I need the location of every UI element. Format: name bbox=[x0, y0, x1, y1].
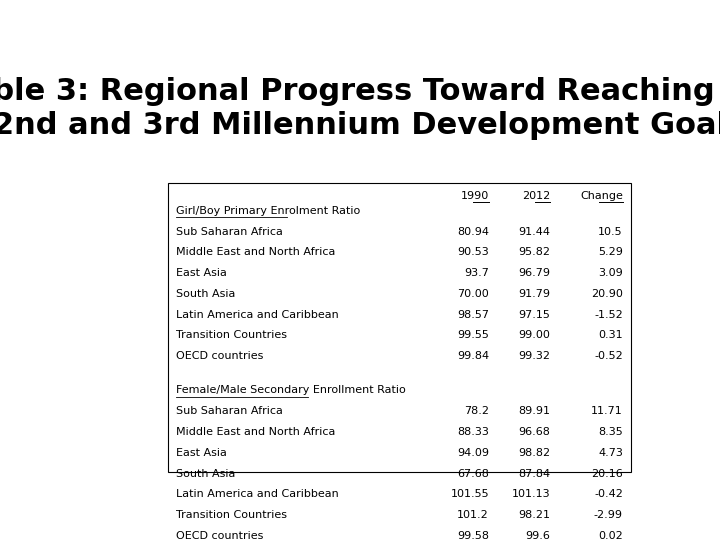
Text: 20.16: 20.16 bbox=[591, 469, 623, 478]
Text: Female/Male Secondary Enrollment Ratio: Female/Male Secondary Enrollment Ratio bbox=[176, 386, 406, 395]
Text: 99.84: 99.84 bbox=[457, 351, 489, 361]
Bar bbox=[168, 183, 631, 472]
Text: Transition Countries: Transition Countries bbox=[176, 510, 287, 520]
Text: 97.15: 97.15 bbox=[518, 309, 550, 320]
Text: 20.90: 20.90 bbox=[591, 289, 623, 299]
Text: 99.58: 99.58 bbox=[457, 531, 489, 540]
Text: 95.82: 95.82 bbox=[518, 247, 550, 258]
Text: 91.79: 91.79 bbox=[518, 289, 550, 299]
Text: 0.02: 0.02 bbox=[598, 531, 623, 540]
Text: Change: Change bbox=[580, 191, 623, 201]
Text: Sub Saharan Africa: Sub Saharan Africa bbox=[176, 406, 284, 416]
Text: 96.68: 96.68 bbox=[518, 427, 550, 437]
Text: 99.6: 99.6 bbox=[526, 531, 550, 540]
Text: 90.53: 90.53 bbox=[457, 247, 489, 258]
Text: 96.79: 96.79 bbox=[518, 268, 550, 278]
Text: 99.55: 99.55 bbox=[457, 330, 489, 341]
Text: 101.13: 101.13 bbox=[512, 489, 550, 500]
Text: Middle East and North Africa: Middle East and North Africa bbox=[176, 427, 336, 437]
Text: -1.52: -1.52 bbox=[594, 309, 623, 320]
Text: 98.82: 98.82 bbox=[518, 448, 550, 458]
Text: Latin America and Caribbean: Latin America and Caribbean bbox=[176, 309, 339, 320]
Text: 78.2: 78.2 bbox=[464, 406, 489, 416]
Text: 1990: 1990 bbox=[461, 191, 489, 201]
Text: Transition Countries: Transition Countries bbox=[176, 330, 287, 341]
Text: 98.21: 98.21 bbox=[518, 510, 550, 520]
Text: 94.09: 94.09 bbox=[457, 448, 489, 458]
Text: 91.44: 91.44 bbox=[518, 226, 550, 237]
Text: South Asia: South Asia bbox=[176, 469, 236, 478]
Text: 67.68: 67.68 bbox=[457, 469, 489, 478]
Text: 88.33: 88.33 bbox=[457, 427, 489, 437]
Text: 87.84: 87.84 bbox=[518, 469, 550, 478]
Text: Girl/Boy Primary Enrolment Ratio: Girl/Boy Primary Enrolment Ratio bbox=[176, 206, 361, 216]
Text: South Asia: South Asia bbox=[176, 289, 236, 299]
Text: 98.57: 98.57 bbox=[457, 309, 489, 320]
Text: Latin America and Caribbean: Latin America and Caribbean bbox=[176, 489, 339, 500]
Text: Middle East and North Africa: Middle East and North Africa bbox=[176, 247, 336, 258]
Text: 11.71: 11.71 bbox=[591, 406, 623, 416]
Text: 0.31: 0.31 bbox=[598, 330, 623, 341]
Text: 99.00: 99.00 bbox=[518, 330, 550, 341]
Text: -0.42: -0.42 bbox=[594, 489, 623, 500]
Text: 80.94: 80.94 bbox=[457, 226, 489, 237]
Text: 89.91: 89.91 bbox=[518, 406, 550, 416]
Text: 99.32: 99.32 bbox=[518, 351, 550, 361]
Text: 10.5: 10.5 bbox=[598, 226, 623, 237]
Text: Sub Saharan Africa: Sub Saharan Africa bbox=[176, 226, 284, 237]
Text: East Asia: East Asia bbox=[176, 268, 228, 278]
Text: 8.35: 8.35 bbox=[598, 427, 623, 437]
Text: 3.09: 3.09 bbox=[598, 268, 623, 278]
Text: 101.2: 101.2 bbox=[457, 510, 489, 520]
Text: 4.73: 4.73 bbox=[598, 448, 623, 458]
Text: East Asia: East Asia bbox=[176, 448, 228, 458]
Text: -2.99: -2.99 bbox=[594, 510, 623, 520]
Text: -0.52: -0.52 bbox=[594, 351, 623, 361]
Text: OECD countries: OECD countries bbox=[176, 531, 264, 540]
Text: 2012: 2012 bbox=[522, 191, 550, 201]
Text: 5.29: 5.29 bbox=[598, 247, 623, 258]
Text: 70.00: 70.00 bbox=[457, 289, 489, 299]
Text: 101.55: 101.55 bbox=[450, 489, 489, 500]
Text: Table 3: Regional Progress Toward Reaching the
2nd and 3rd Millennium Developmen: Table 3: Regional Progress Toward Reachi… bbox=[0, 77, 720, 140]
Text: OECD countries: OECD countries bbox=[176, 351, 264, 361]
Text: 93.7: 93.7 bbox=[464, 268, 489, 278]
